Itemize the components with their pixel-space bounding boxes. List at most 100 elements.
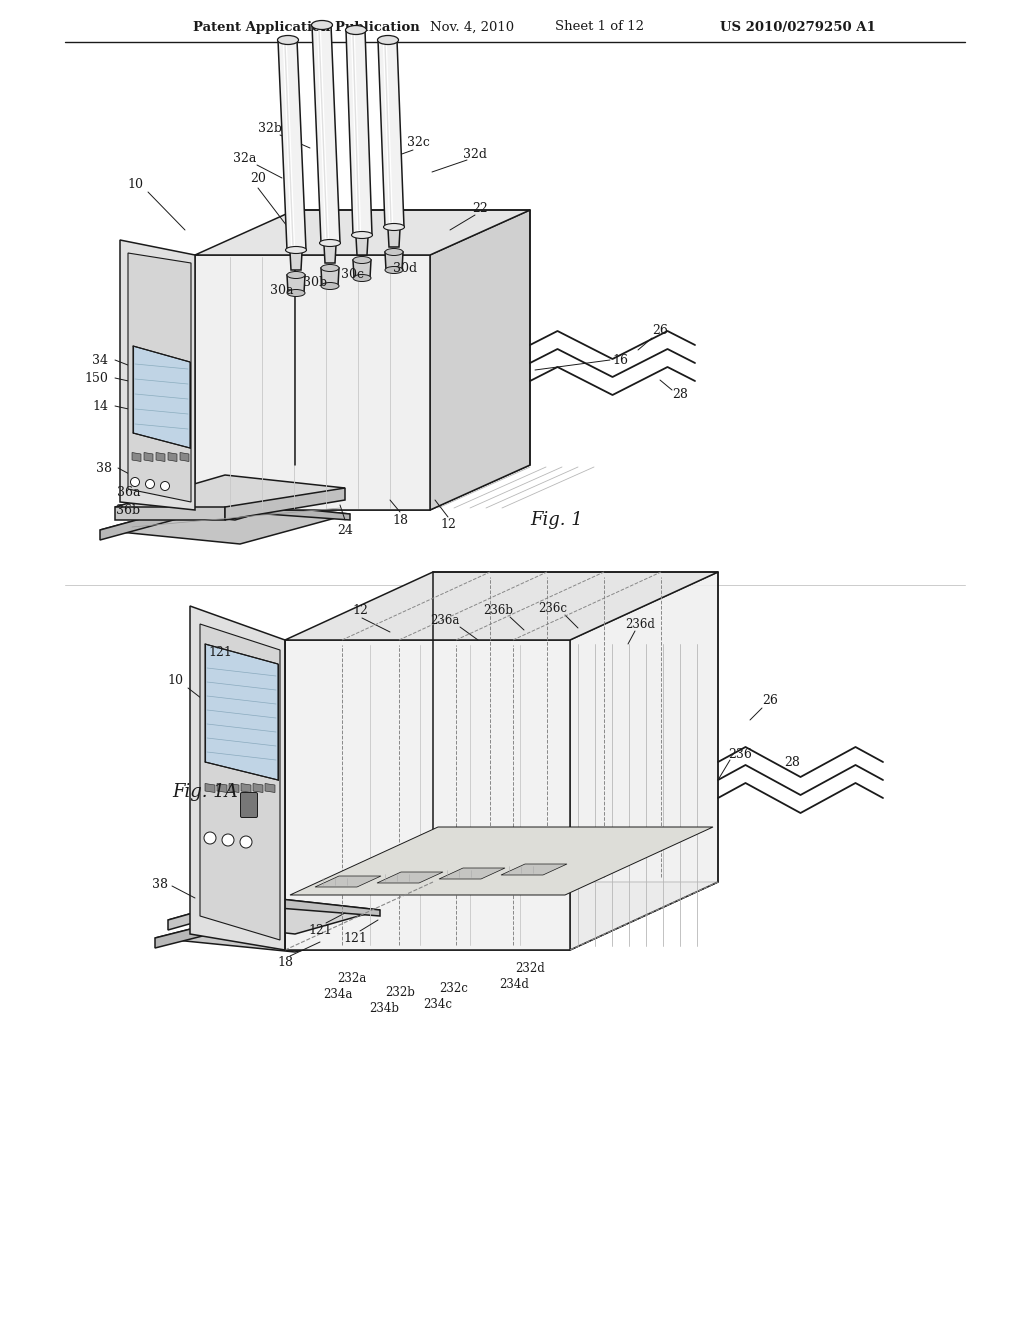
Polygon shape	[285, 640, 570, 950]
Polygon shape	[168, 896, 253, 931]
Polygon shape	[241, 784, 251, 792]
Text: 150: 150	[84, 371, 108, 384]
Ellipse shape	[353, 275, 371, 281]
Text: 30a: 30a	[270, 284, 294, 297]
Text: 14: 14	[92, 400, 108, 412]
Circle shape	[240, 836, 252, 847]
Circle shape	[222, 834, 234, 846]
Text: Fig. 1A: Fig. 1A	[172, 783, 238, 801]
Ellipse shape	[351, 231, 373, 239]
Polygon shape	[168, 896, 380, 935]
Text: 34: 34	[92, 354, 108, 367]
Text: 38: 38	[96, 462, 112, 474]
Polygon shape	[210, 500, 350, 520]
Text: 32c: 32c	[407, 136, 429, 149]
Text: 16: 16	[612, 354, 628, 367]
Text: 234a: 234a	[324, 987, 352, 1001]
Polygon shape	[501, 865, 567, 875]
Text: 10: 10	[167, 673, 183, 686]
Polygon shape	[570, 572, 718, 950]
Polygon shape	[120, 240, 195, 510]
Ellipse shape	[286, 247, 306, 253]
Text: 10: 10	[127, 178, 143, 191]
Polygon shape	[115, 475, 345, 520]
Polygon shape	[377, 873, 443, 883]
Polygon shape	[128, 253, 191, 502]
Polygon shape	[144, 453, 153, 462]
Text: 30b: 30b	[303, 276, 327, 289]
Circle shape	[130, 478, 139, 487]
Text: 236: 236	[728, 748, 752, 762]
Ellipse shape	[287, 289, 305, 297]
Text: Fig. 1: Fig. 1	[530, 511, 583, 529]
Text: 28: 28	[672, 388, 688, 401]
Text: 236d: 236d	[625, 618, 655, 631]
Polygon shape	[378, 40, 404, 227]
Text: US 2010/0279250 A1: US 2010/0279250 A1	[720, 21, 876, 33]
Circle shape	[161, 482, 170, 491]
Text: 32a: 32a	[233, 152, 257, 165]
Polygon shape	[388, 228, 400, 247]
Polygon shape	[346, 30, 372, 235]
Polygon shape	[205, 784, 215, 792]
Text: 232c: 232c	[439, 982, 468, 994]
Ellipse shape	[385, 267, 403, 273]
Ellipse shape	[384, 223, 404, 231]
Text: 234b: 234b	[369, 1002, 399, 1015]
Polygon shape	[287, 275, 305, 293]
Text: 26: 26	[652, 323, 668, 337]
Polygon shape	[353, 260, 371, 279]
Polygon shape	[156, 453, 165, 462]
Text: 22: 22	[472, 202, 487, 214]
FancyBboxPatch shape	[241, 792, 257, 817]
Text: Nov. 4, 2010: Nov. 4, 2010	[430, 21, 514, 33]
Polygon shape	[356, 238, 368, 255]
Ellipse shape	[319, 239, 341, 247]
Text: 232d: 232d	[515, 961, 545, 974]
Text: Patent Application Publication: Patent Application Publication	[193, 21, 420, 33]
Ellipse shape	[311, 21, 333, 29]
Polygon shape	[100, 500, 210, 540]
Text: 12: 12	[440, 519, 456, 532]
Polygon shape	[100, 500, 350, 544]
Ellipse shape	[353, 256, 371, 264]
Polygon shape	[278, 40, 306, 249]
Polygon shape	[195, 465, 530, 510]
Polygon shape	[430, 210, 530, 510]
Circle shape	[145, 479, 155, 488]
Text: 232b: 232b	[385, 986, 415, 998]
Text: 32d: 32d	[463, 149, 487, 161]
Ellipse shape	[385, 248, 403, 256]
Polygon shape	[290, 828, 713, 895]
Polygon shape	[385, 252, 403, 271]
Polygon shape	[195, 210, 530, 255]
Text: 24: 24	[337, 524, 353, 536]
Polygon shape	[205, 644, 278, 780]
Text: 38: 38	[152, 878, 168, 891]
Text: 12: 12	[352, 603, 368, 616]
Text: 121: 121	[308, 924, 332, 936]
Ellipse shape	[321, 264, 339, 272]
Text: 234c: 234c	[424, 998, 453, 1011]
Polygon shape	[115, 507, 225, 520]
Polygon shape	[250, 913, 390, 935]
Polygon shape	[190, 606, 285, 950]
Polygon shape	[290, 252, 302, 271]
Text: 30d: 30d	[393, 261, 417, 275]
Text: 236a: 236a	[430, 614, 460, 627]
Ellipse shape	[321, 282, 339, 289]
Polygon shape	[229, 784, 239, 792]
Ellipse shape	[287, 272, 305, 279]
Polygon shape	[321, 268, 339, 286]
Polygon shape	[315, 876, 381, 887]
Text: 32b: 32b	[258, 121, 282, 135]
Polygon shape	[168, 453, 177, 462]
Polygon shape	[200, 624, 280, 940]
Text: 121: 121	[343, 932, 367, 945]
Text: 236c: 236c	[539, 602, 567, 615]
Text: 36b: 36b	[116, 503, 140, 516]
Ellipse shape	[378, 36, 398, 45]
Text: 18: 18	[278, 957, 293, 969]
Text: 18: 18	[392, 513, 408, 527]
Text: 36a: 36a	[117, 486, 140, 499]
